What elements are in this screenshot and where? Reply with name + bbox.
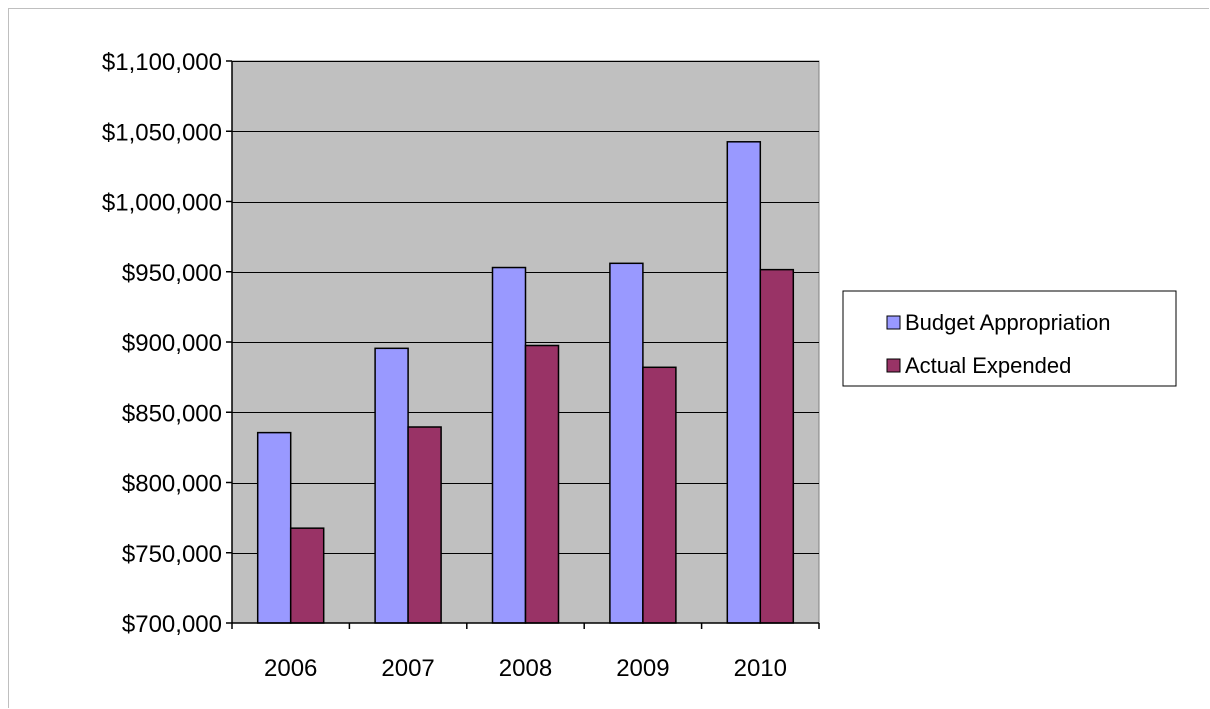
y-tick-label-6: $1,000,000 [102,190,222,217]
bar-actual-2007 [407,426,442,624]
y-tick-label-1: $750,000 [122,541,222,568]
legend-swatch-actual [886,358,901,373]
x-axis-tick-labels: 2006 2007 2008 2009 2010 [264,655,787,682]
chart-frame [8,8,1209,708]
x-tick-label-2008: 2008 [499,655,552,682]
bar-budget-2006 [256,431,292,624]
y-tick-label-7: $1,050,000 [102,119,222,146]
bar-actual-2009 [642,366,677,624]
bar-budget-2010 [726,141,762,624]
x-tick-label-2007: 2007 [381,655,434,682]
bars [256,141,795,624]
y-tick-label-0: $700,000 [122,611,222,638]
bar-budget-2009 [609,262,644,624]
bar-actual-2006 [289,527,325,624]
bar-actual-2008 [524,344,560,624]
legend-label-budget: Budget Appropriation [905,310,1111,335]
y-tick-label-4: $900,000 [122,330,222,357]
y-tick-label-3: $850,000 [122,400,222,427]
x-tick-label-2006: 2006 [264,655,317,682]
y-axis-tick-labels: $700,000 $750,000 $800,000 $850,000 $900,000… [102,49,222,638]
bar-budget-2007 [374,347,409,624]
y-tick-label-8: $1,100,000 [102,49,222,76]
bar-budget-2008 [491,266,527,624]
y-tick-label-2: $800,000 [122,471,222,498]
legend-swatch-budget [886,315,901,330]
axes [226,60,820,629]
x-tick-label-2009: 2009 [616,655,669,682]
bar-actual-2010 [759,268,795,624]
legend: Budget Appropriation Actual Expended [842,290,1177,387]
x-tick-label-2010: 2010 [734,655,787,682]
y-tick-label-5: $950,000 [122,260,222,287]
legend-label-actual: Actual Expended [905,353,1071,378]
